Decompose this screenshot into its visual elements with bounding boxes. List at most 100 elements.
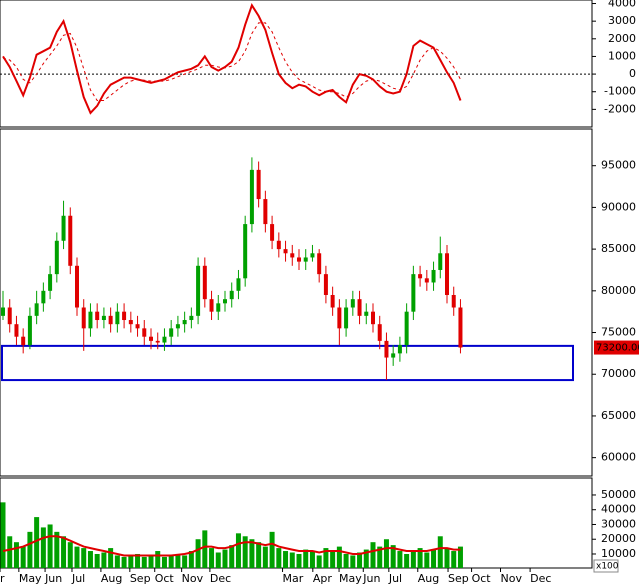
- volume-bar: [94, 553, 100, 568]
- candle-body: [377, 324, 382, 341]
- y-tick-label: 60000: [601, 451, 636, 464]
- volume-bar: [182, 555, 188, 568]
- x-tick-label: Jul: [388, 572, 402, 585]
- candle-body: [142, 328, 147, 337]
- volume-bar: [67, 542, 73, 568]
- y-tick-label: 3000: [608, 14, 636, 27]
- y-tick-label: 95000: [601, 159, 636, 172]
- volume-bar: [141, 556, 147, 568]
- volume-bar: [54, 531, 60, 568]
- y-tick-label: 50000: [601, 488, 636, 501]
- candle-body: [290, 253, 295, 258]
- candle-body: [431, 269, 436, 283]
- x-tick-label: Aug: [418, 572, 439, 585]
- volume-bar: [457, 546, 463, 568]
- volume-bar: [13, 542, 19, 568]
- x-tick-label: Dec: [210, 572, 231, 585]
- candle-body: [297, 257, 301, 262]
- candle-body: [41, 290, 46, 304]
- volume-bar: [269, 531, 275, 568]
- volume-bar: [202, 530, 208, 568]
- y-tick-label: 85000: [601, 242, 636, 255]
- x-tick-label: Jun: [44, 572, 62, 585]
- volume-bar: [128, 555, 134, 568]
- x-tick-label: r: [0, 572, 5, 585]
- volume-bar: [249, 539, 255, 568]
- candle-body: [371, 311, 375, 325]
- unit-box: [593, 559, 619, 573]
- unit-label: x100: [596, 562, 619, 572]
- y-tick-label: 10000: [601, 547, 636, 560]
- volume-bar: [222, 549, 228, 568]
- candle-body: [424, 278, 429, 283]
- candle-body: [88, 311, 93, 329]
- volume-bar: [242, 536, 248, 568]
- volume-bar: [309, 551, 315, 568]
- volume-bar: [34, 517, 40, 568]
- x-tick-label: Dec: [530, 572, 551, 585]
- volume-bar: [451, 551, 457, 568]
- x-tick-label: Oct: [472, 572, 492, 585]
- candle-body: [458, 307, 463, 348]
- volume-bar: [431, 549, 437, 568]
- volume-bar: [350, 555, 356, 568]
- candle-body: [95, 311, 100, 321]
- candle-body: [122, 311, 127, 321]
- candle-body: [397, 345, 402, 354]
- x-tick-label: May: [339, 572, 362, 585]
- candle-body: [317, 253, 322, 275]
- line: [2, 3, 462, 115]
- y-tick-label: 65000: [601, 409, 636, 422]
- candle-body: [149, 336, 153, 341]
- y-tick-label: 30000: [601, 517, 636, 530]
- candle-body: [135, 324, 140, 329]
- candle-body: [162, 336, 167, 343]
- volume-bar: [7, 536, 13, 568]
- volume-bar: [397, 551, 403, 568]
- candle-body: [48, 274, 53, 291]
- volume-bar: [155, 551, 161, 568]
- candle-body: [75, 265, 79, 308]
- candle-body: [310, 253, 315, 258]
- volume-bar: [377, 546, 383, 568]
- candle-body: [337, 307, 342, 329]
- volume-bar: [135, 553, 141, 568]
- volume-bar: [40, 527, 46, 568]
- candle-body: [14, 324, 19, 337]
- y-tick-label: 2000: [608, 32, 636, 45]
- volume-bar: [330, 551, 336, 568]
- candle-body: [21, 336, 26, 346]
- candle-body: [155, 340, 160, 343]
- volume-bar: [276, 548, 282, 568]
- x-tick-label: Nov: [182, 572, 204, 585]
- volume-bar: [410, 551, 416, 568]
- candle-body: [68, 215, 73, 266]
- volume-bar: [161, 556, 167, 568]
- volume-bar: [343, 553, 349, 568]
- panel-frame: [0, 0, 593, 128]
- y-tick-label: 70000: [601, 367, 636, 380]
- x-tick-label: Sep: [130, 572, 151, 585]
- candle-body: [283, 249, 288, 254]
- volume-bar: [370, 542, 376, 568]
- volume-bar: [363, 549, 369, 568]
- panel-frame: [0, 477, 593, 569]
- volume-bar: [437, 536, 443, 568]
- volume-bar: [114, 555, 120, 568]
- volume-bar: [262, 546, 268, 568]
- y-tick-label: -1000: [604, 85, 636, 98]
- candle-body: [1, 307, 5, 316]
- volume-bar: [383, 539, 389, 568]
- x-tick-label: Nov: [501, 572, 523, 585]
- line: [2, 22, 461, 101]
- candle-body: [209, 299, 214, 312]
- candle-body: [189, 315, 194, 321]
- candle-body: [115, 311, 120, 325]
- volume-bar: [296, 553, 302, 568]
- candle-body: [202, 265, 207, 300]
- volume-bar: [235, 533, 241, 568]
- volume-bar: [148, 555, 154, 568]
- volume-bar: [47, 524, 53, 568]
- candle-body: [323, 274, 328, 295]
